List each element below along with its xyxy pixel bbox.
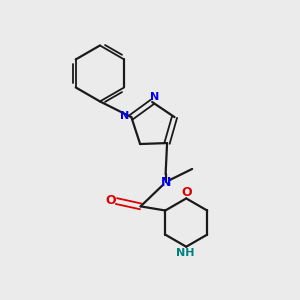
Text: O: O (182, 186, 192, 199)
Text: N: N (150, 92, 159, 102)
Text: O: O (106, 194, 116, 207)
Text: N: N (160, 176, 171, 189)
Text: NH: NH (176, 248, 194, 258)
Text: N: N (120, 111, 130, 121)
